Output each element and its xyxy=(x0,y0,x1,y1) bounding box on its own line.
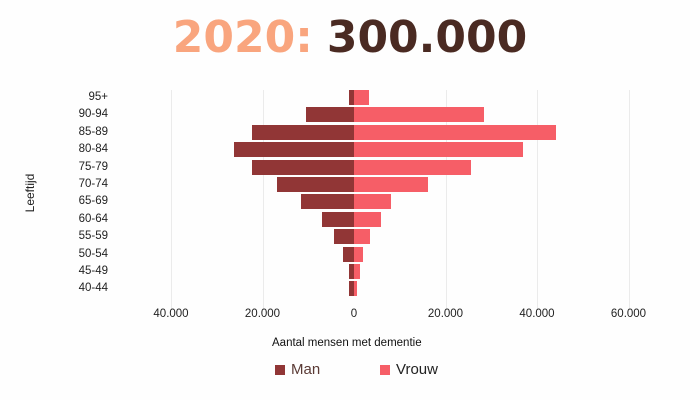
bar-man[interactable] xyxy=(252,159,354,175)
bar-man[interactable] xyxy=(277,177,354,192)
y-tick-label: 90-94 xyxy=(78,108,108,121)
y-tick-label: 50-54 xyxy=(78,247,108,260)
bar-man[interactable] xyxy=(334,229,354,245)
title-total: 300.000 xyxy=(326,12,528,63)
gridline xyxy=(171,90,172,310)
bar-vrouw[interactable] xyxy=(354,264,361,279)
y-tick-label: 65-69 xyxy=(78,195,108,208)
bar-man[interactable] xyxy=(301,194,354,210)
legend-label-vrouw: Vrouw xyxy=(396,361,438,378)
bar-man[interactable] xyxy=(348,264,354,279)
y-tick-label: 60-64 xyxy=(78,212,108,225)
y-tick-label: 95+ xyxy=(88,91,108,103)
gridline xyxy=(445,90,447,310)
y-tick-label: 70-74 xyxy=(78,178,108,190)
title-year: 2020: xyxy=(172,12,313,63)
bar-vrouw[interactable] xyxy=(354,107,485,123)
x-tick-label: 20.000 xyxy=(427,308,464,320)
bar-vrouw[interactable] xyxy=(354,142,524,158)
x-tick-label: 0 xyxy=(350,308,358,320)
bar-vrouw[interactable] xyxy=(354,281,358,297)
bar-man[interactable] xyxy=(349,90,354,105)
x-tick-label: 40.000 xyxy=(153,308,189,320)
bar-man[interactable] xyxy=(343,246,354,262)
bar-man[interactable] xyxy=(306,107,354,123)
chart-title: 2020: 300.000 xyxy=(0,12,700,63)
gridline xyxy=(262,90,264,310)
bar-vrouw[interactable] xyxy=(354,90,370,105)
y-tick-label: 85-89 xyxy=(78,125,108,138)
y-tick-label: 75-79 xyxy=(78,160,108,173)
x-tick-label: 20.000 xyxy=(244,308,281,320)
gridline xyxy=(537,90,538,310)
bar-vrouw[interactable] xyxy=(354,177,429,192)
bar-man[interactable] xyxy=(322,211,354,227)
x-tick-label: 40.000 xyxy=(519,308,555,320)
gridline xyxy=(628,90,630,310)
y-tick-label: 45-49 xyxy=(78,265,108,277)
legend-item-man[interactable]: Man xyxy=(275,361,320,378)
legend-item-vrouw[interactable]: Vrouw xyxy=(380,361,438,378)
bar-vrouw[interactable] xyxy=(354,124,557,140)
y-tick-label: 55-59 xyxy=(78,230,108,243)
x-axis-label: Aantal mensen met dementie xyxy=(272,337,422,349)
y-tick-label: 40-44 xyxy=(78,282,108,295)
bar-vrouw[interactable] xyxy=(354,194,392,210)
legend-label-man: Man xyxy=(291,361,321,378)
bar-vrouw[interactable] xyxy=(354,211,381,227)
bar-vrouw[interactable] xyxy=(354,246,364,262)
y-axis-label: Leeftijd xyxy=(23,173,37,213)
x-tick-label: 60.000 xyxy=(610,308,647,320)
bar-man[interactable] xyxy=(234,142,354,158)
bar-man[interactable] xyxy=(349,281,354,297)
bar-man[interactable] xyxy=(252,124,354,140)
bar-vrouw[interactable] xyxy=(354,159,472,175)
y-tick-label: 80-84 xyxy=(78,143,108,156)
bar-vrouw[interactable] xyxy=(354,229,370,245)
legend-swatch-vrouw xyxy=(380,364,390,375)
legend-swatch-man xyxy=(275,364,285,375)
